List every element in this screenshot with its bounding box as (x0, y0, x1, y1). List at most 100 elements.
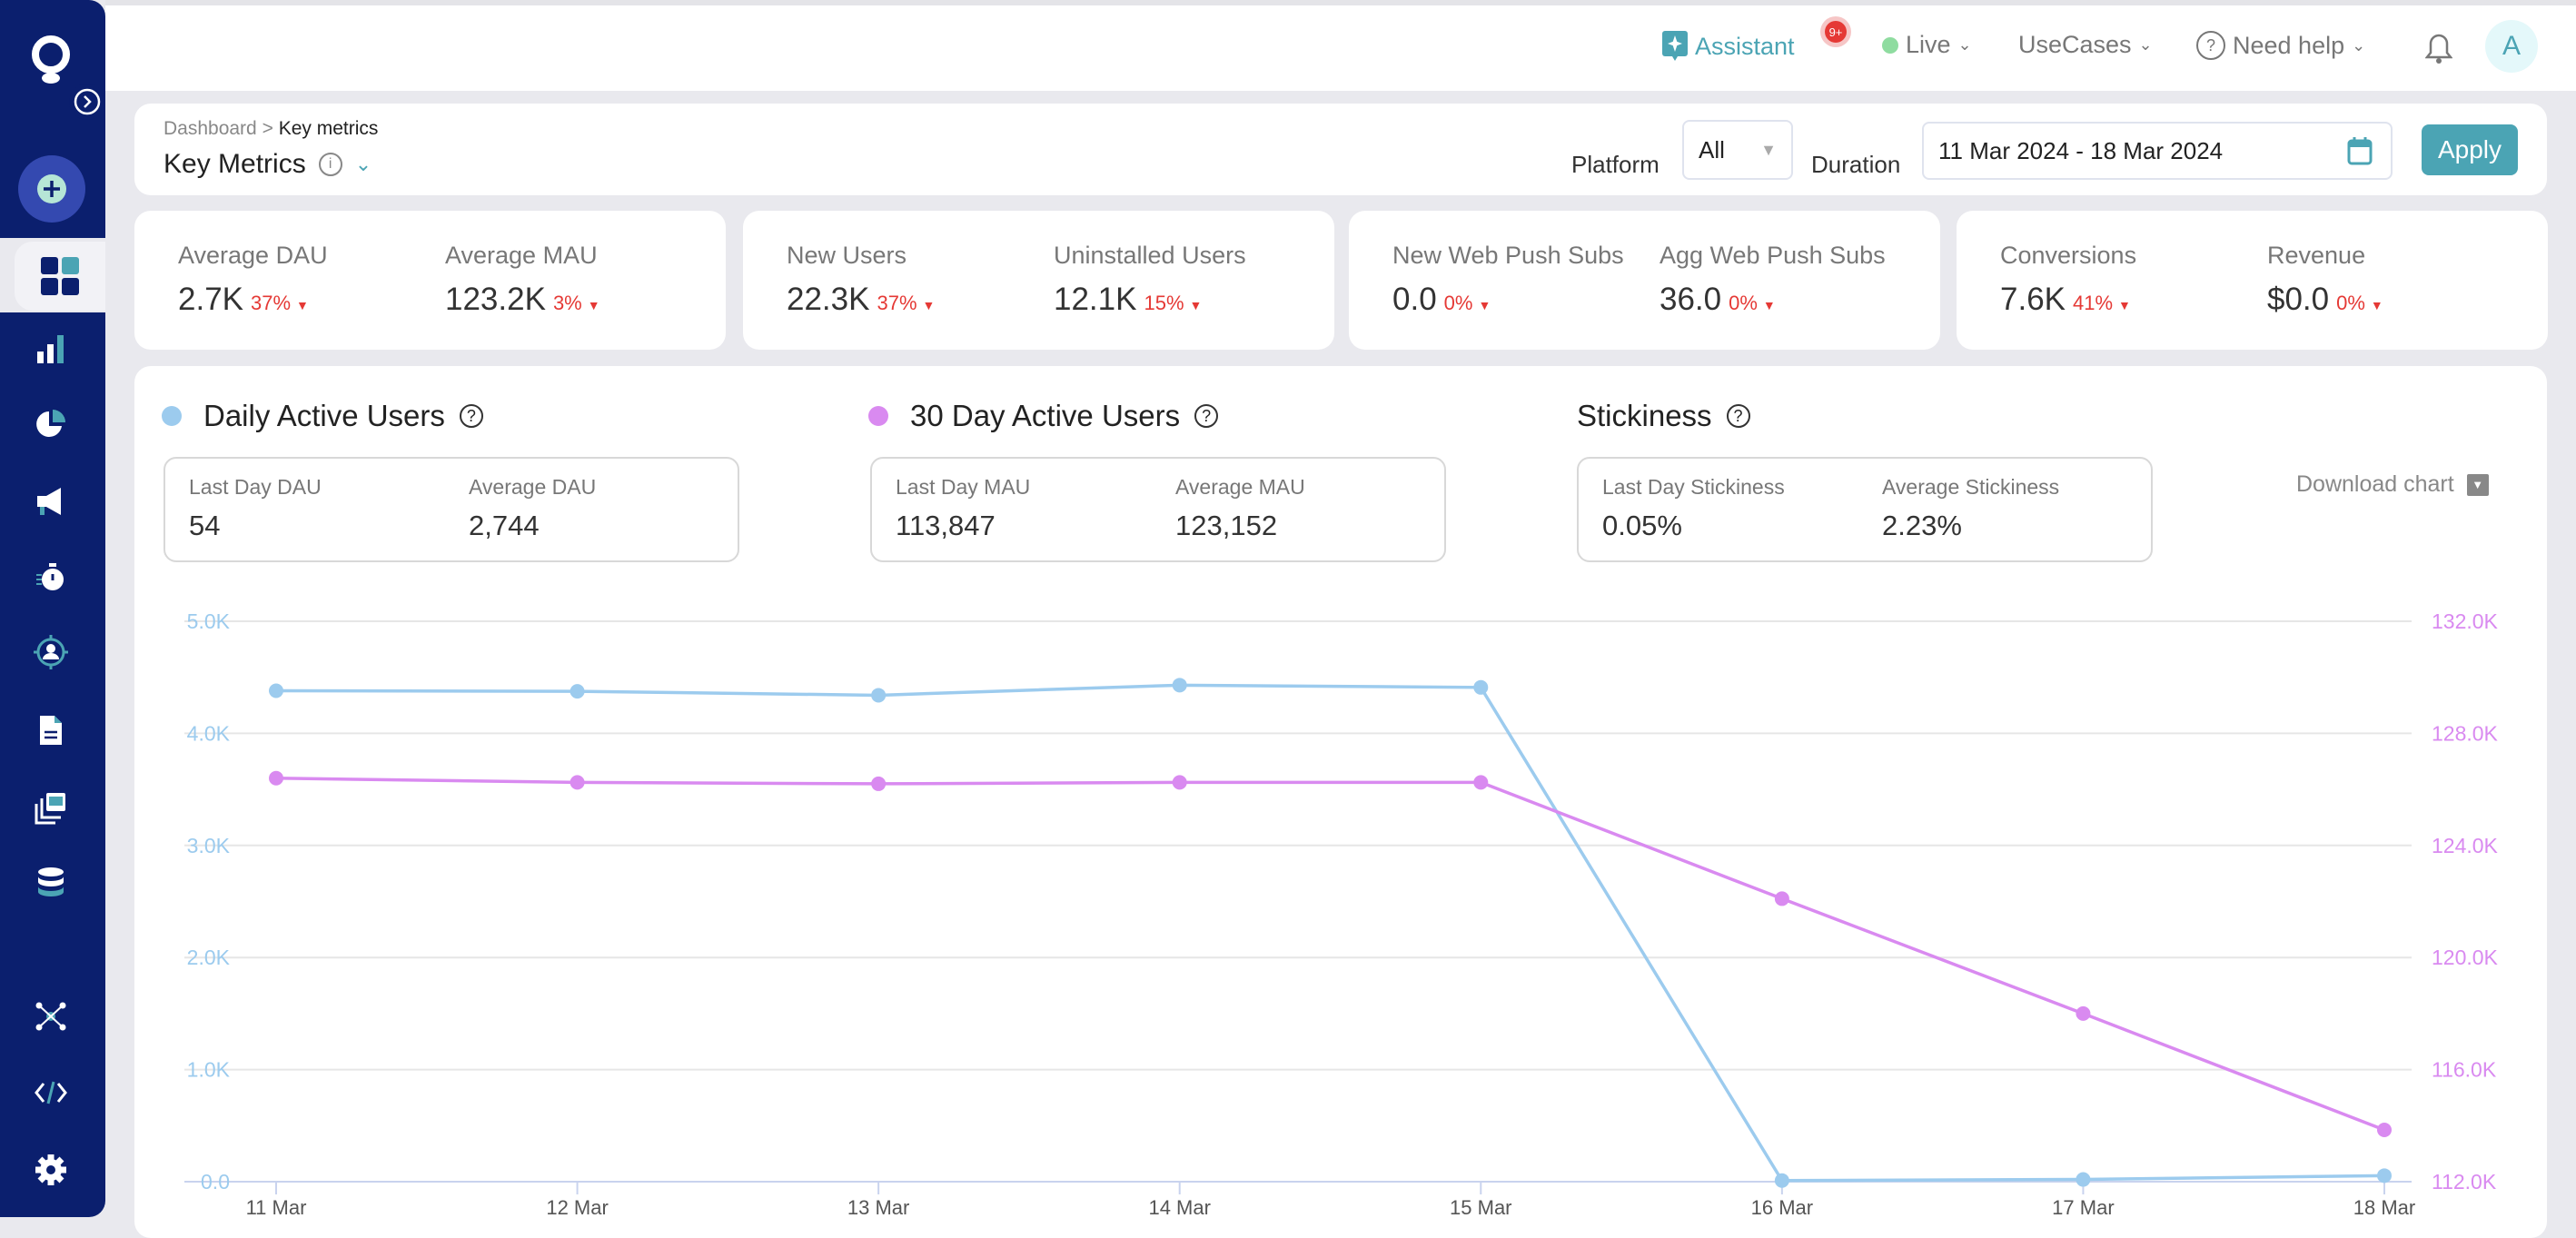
assistant-badge: 9+ (1820, 16, 1851, 47)
summary-value: 2.23% (1882, 510, 1962, 541)
metric-value: 36.0 0% ▼ (1660, 282, 1776, 318)
mau-title: 30 Day Active Users? (868, 399, 1219, 433)
y-right-tick-label: 124.0K (2432, 834, 2499, 857)
metric-label: Agg Web Push Subs (1660, 242, 1886, 269)
dau-legend-dot (162, 406, 182, 426)
expand-sidebar-icon[interactable] (69, 84, 105, 120)
metric-number: 12.1K (1054, 282, 1137, 317)
summary-label: Last Day Stickiness (1602, 475, 1785, 499)
duration-label: Duration (1811, 151, 1901, 178)
create-new-icon[interactable] (18, 155, 85, 223)
data-point (570, 775, 585, 790)
live-dropdown[interactable]: Live ⌄ (1882, 31, 1972, 59)
database-icon[interactable] (25, 857, 76, 907)
help-icon[interactable]: ? (459, 404, 483, 428)
chevron-down-icon: ⌄ (2138, 35, 2153, 54)
pie-chart-icon[interactable] (25, 399, 76, 450)
platform-select[interactable]: All ▼ (1682, 120, 1793, 180)
mau-summary-box: Last Day MAU 113,847 Average MAU 123,152 (870, 457, 1446, 562)
metric-label: Uninstalled Users (1054, 242, 1246, 269)
notifications-bell-icon[interactable] (2425, 33, 2452, 64)
data-point (2377, 1123, 2392, 1138)
metric-change: 37% (251, 292, 292, 314)
metric-label: Average MAU (445, 242, 598, 269)
stopwatch-icon[interactable] (25, 551, 76, 602)
user-avatar[interactable]: A (2485, 20, 2538, 73)
stickiness-summary-box: Last Day Stickiness 0.05% Average Stickine… (1577, 457, 2153, 562)
summary-label: Average MAU (1175, 475, 1305, 499)
sidebar-item-dashboard[interactable] (15, 242, 105, 311)
trend-down-icon: ▼ (1478, 298, 1491, 312)
metric-value: 123.2K 3% ▼ (445, 282, 600, 318)
dau-summary-box: Last Day DAU 54 Average DAU 2,744 (163, 457, 739, 562)
metric-number: 36.0 (1660, 282, 1722, 317)
analytics-bar-icon[interactable] (25, 323, 76, 374)
code-icon[interactable] (25, 1067, 76, 1118)
data-point (871, 688, 887, 703)
settings-gear-icon[interactable] (25, 1144, 76, 1195)
y-right-tick-label: 132.0K (2432, 609, 2499, 633)
metric-label: Average DAU (178, 242, 328, 269)
usecases-dropdown[interactable]: UseCases ⌄ (2018, 31, 2153, 59)
calendar-icon[interactable] (2347, 136, 2373, 165)
platform-value: All (1699, 135, 1725, 163)
duration-date-range-input[interactable]: 11 Mar 2024 - 18 Mar 2024 (1922, 122, 2393, 180)
logo-icon[interactable] (25, 35, 76, 85)
page-header: Dashboard > Key metrics Key Metrics i ⌄ Pl… (134, 104, 2547, 195)
metric-change: 0% (1729, 292, 1758, 314)
summary-value: 0.05% (1602, 510, 1682, 541)
title-chevron-down-icon[interactable]: ⌄ (354, 153, 372, 175)
need-help-dropdown[interactable]: ? Need help ⌄ (2196, 31, 2365, 60)
y-right-tick-label: 120.0K (2432, 946, 2499, 969)
assistant-button[interactable]: Assistant (1662, 31, 1795, 62)
x-tick-label: 15 Mar (1450, 1196, 1511, 1217)
usecases-label: UseCases (2018, 31, 2132, 58)
trend-down-icon: ▼ (2370, 298, 2383, 312)
apply-button[interactable]: Apply (2422, 124, 2518, 175)
metric-change: 15% (1144, 292, 1184, 314)
download-chart-button[interactable]: Download chart ▼ (2296, 471, 2489, 498)
series-line (275, 777, 2385, 1132)
data-point (570, 684, 585, 699)
chart-card: Daily Active Users? 30 Day Active Users?… (134, 366, 2547, 1238)
help-icon[interactable]: ? (1726, 404, 1750, 428)
metric-card: Average DAU 2.7K 37% ▼ Average MAU 123.2K 3% ▼ (134, 211, 726, 350)
metric-value: 7.6K 41% ▼ (2000, 282, 2131, 318)
x-tick-label: 13 Mar (847, 1196, 909, 1217)
megaphone-icon[interactable] (25, 476, 76, 527)
breadcrumb-current: Key metrics (278, 118, 379, 139)
breadcrumb: Dashboard > Key metrics (163, 118, 378, 140)
metric-number: 7.6K (2000, 282, 2066, 317)
assistant-label: Assistant (1695, 32, 1795, 60)
trend-down-icon: ▼ (2118, 298, 2131, 312)
x-tick-label: 16 Mar (1751, 1196, 1813, 1217)
help-icon[interactable]: ? (1194, 404, 1219, 428)
duration-value: 11 Mar 2024 - 18 Mar 2024 (1938, 136, 2224, 164)
document-icon[interactable] (25, 705, 76, 756)
metric-number: 22.3K (787, 282, 870, 317)
series-line (275, 683, 2385, 1183)
target-user-icon[interactable] (25, 627, 76, 678)
dau-title-text: Daily Active Users (203, 399, 445, 432)
integrations-network-icon[interactable] (25, 991, 76, 1042)
x-tick-label: 14 Mar (1148, 1196, 1210, 1217)
metric-value: 2.7K 37% ▼ (178, 282, 309, 318)
help-label: Need help (2233, 31, 2345, 59)
data-point (1774, 1173, 1789, 1188)
x-tick-label: 11 Mar (246, 1196, 307, 1217)
y-left-tick-label: 0.0 (201, 1170, 230, 1193)
data-point (269, 683, 283, 698)
data-point (1774, 891, 1789, 906)
caret-down-icon: ▼ (1760, 140, 1777, 159)
breadcrumb-dashboard[interactable]: Dashboard (163, 118, 257, 139)
x-tick-label: 12 Mar (546, 1196, 608, 1217)
metric-value: $0.0 0% ▼ (2267, 282, 2383, 318)
summary-value: 54 (189, 510, 221, 541)
trend-down-icon: ▼ (587, 298, 600, 312)
info-icon[interactable]: i (318, 153, 342, 176)
layers-icon[interactable] (25, 782, 76, 833)
metric-number: 0.0 (1392, 282, 1437, 317)
chevron-down-icon: ⌄ (1957, 35, 1972, 54)
metric-value: 0.0 0% ▼ (1392, 282, 1491, 318)
